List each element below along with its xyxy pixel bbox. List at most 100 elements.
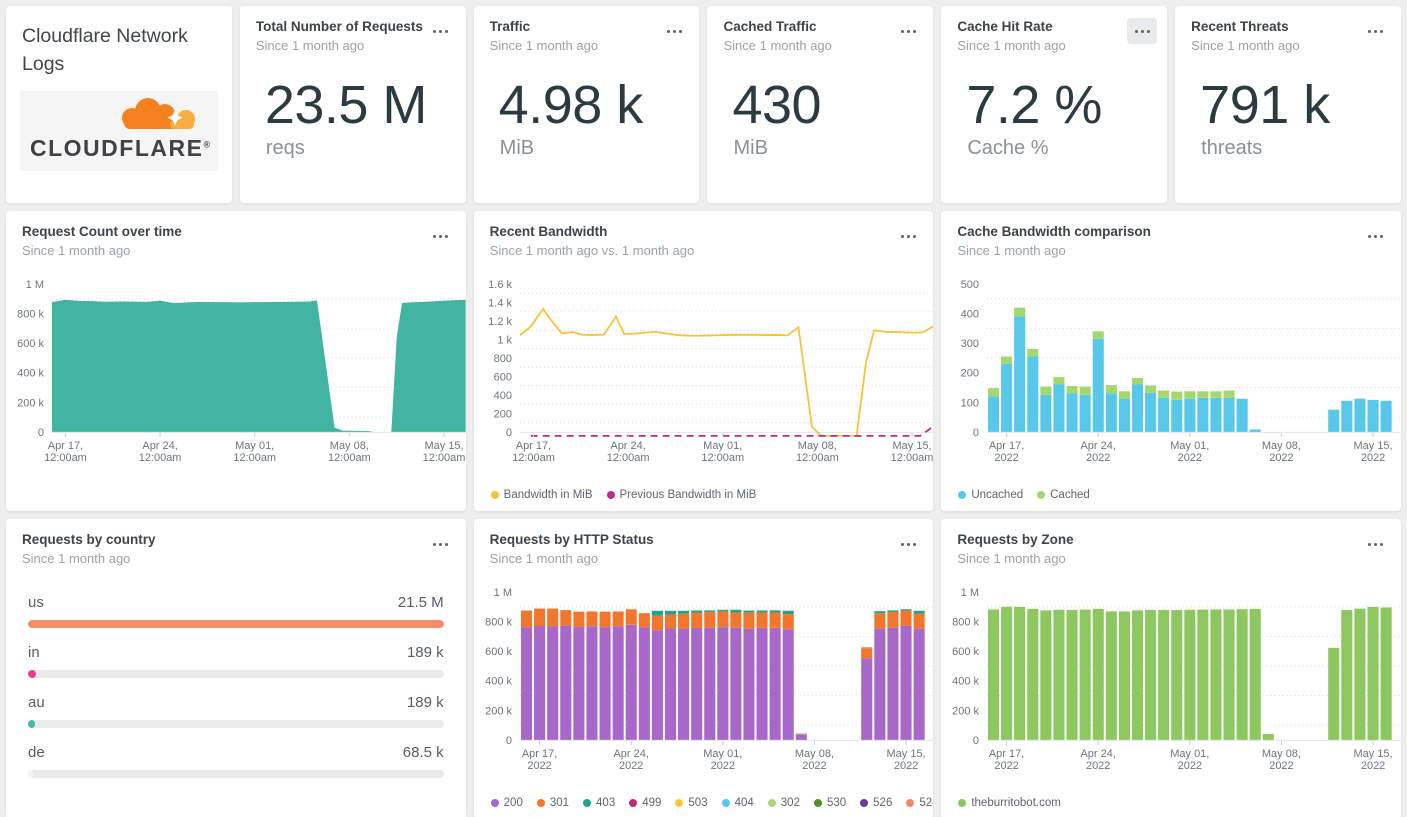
bar-segment-theburritobot.com xyxy=(1210,609,1222,740)
legend-dot xyxy=(1037,491,1046,499)
legend-item-Previous Bandwidth in MiB[interactable]: Previous Bandwidth in MiB xyxy=(606,489,756,501)
metric-value: 430 xyxy=(732,75,822,135)
country-row-header: au 189 k xyxy=(28,694,444,711)
bar-segment-301 xyxy=(533,608,545,627)
y-axis-label: 0 xyxy=(973,735,979,747)
panel-recent-threats: Recent Threats Since 1 month ago 791 k t… xyxy=(1175,6,1401,203)
legend-item-301[interactable]: 301 xyxy=(536,797,569,809)
legend-item-Uncached[interactable]: Uncached xyxy=(958,489,1023,501)
bar-segment-403 xyxy=(690,610,702,613)
panel-menu-button[interactable] xyxy=(893,223,923,249)
country-bar-fill xyxy=(28,620,444,628)
panel-cache-bandwidth-comparison: Cache Bandwidth comparison Since 1 month… xyxy=(941,211,1401,511)
x-axis-label: 2022 xyxy=(802,760,826,772)
bar-segment-theburritobot.com xyxy=(988,609,1000,740)
metric-value: 23.5 M xyxy=(264,75,428,135)
panel-requests-by-http-status: Requests by HTTP Status Since 1 month ag… xyxy=(473,519,934,817)
bar-segment-301 xyxy=(913,613,925,629)
legend-item-403[interactable]: 403 xyxy=(583,797,615,809)
panel-menu-button[interactable] xyxy=(426,18,456,44)
bar-segment-Cached xyxy=(1001,356,1013,364)
bar-segment-200 xyxy=(612,626,624,740)
bar-segment-301 xyxy=(703,611,715,628)
bar-segment-403 xyxy=(651,610,663,616)
bar-segment-theburritobot.com xyxy=(1119,611,1131,740)
country-value: 68.5 k xyxy=(402,744,444,761)
legend-item-499[interactable]: 499 xyxy=(629,797,661,809)
bar-segment-200 xyxy=(756,627,768,740)
panel-menu-button[interactable] xyxy=(1361,223,1391,249)
bar-segment-theburritobot.com xyxy=(1093,608,1105,740)
y-axis-label: 600 xyxy=(493,371,511,383)
legend-item-theburritobot.com[interactable]: theburritobot.com xyxy=(958,797,1061,809)
y-axis-label: 0 xyxy=(973,427,979,439)
bar-segment-Uncached xyxy=(1066,393,1078,432)
bar-segment-200 xyxy=(546,626,558,740)
ellipsis-icon xyxy=(1134,29,1150,33)
legend-item-404[interactable]: 404 xyxy=(721,797,754,809)
legend-item-302[interactable]: 302 xyxy=(767,797,800,809)
legend-item-Cached[interactable]: Cached xyxy=(1037,489,1090,501)
bar-segment-theburritobot.com xyxy=(1145,609,1157,740)
country-label: au xyxy=(28,694,45,711)
bar-segment-403 xyxy=(769,610,781,613)
panel-menu-button[interactable] xyxy=(1127,18,1158,44)
legend-label: 526 xyxy=(873,797,893,809)
bar-segment-other xyxy=(860,647,872,649)
x-axis-label: Apr 24, xyxy=(613,748,648,760)
legend-item-530[interactable]: 530 xyxy=(813,797,846,809)
bar-segment-Uncached xyxy=(1093,338,1105,432)
bar-segment-theburritobot.com xyxy=(1171,610,1183,740)
x-axis-label: 12:00am xyxy=(328,452,371,464)
legend-item-200[interactable]: 200 xyxy=(490,797,523,809)
bar-segment-200 xyxy=(782,629,794,740)
y-axis-label: 400 xyxy=(493,390,511,402)
bar-segment-403 xyxy=(782,610,794,615)
bar-segment-403 xyxy=(887,610,899,612)
bar-segment-301 xyxy=(546,608,558,627)
panel-menu-button[interactable] xyxy=(426,223,456,249)
panel-menu-button[interactable] xyxy=(893,18,923,44)
legend-dot xyxy=(860,799,869,807)
bar-segment-Uncached xyxy=(1027,356,1039,432)
x-axis-label: May 08, xyxy=(330,440,369,452)
panel-requests-by-zone: Requests by Zone Since 1 month ago 0 200 … xyxy=(941,519,1401,817)
panel-menu-button[interactable] xyxy=(893,531,923,557)
panel-menu-button[interactable] xyxy=(1361,531,1391,557)
bar-segment-Uncached xyxy=(1236,398,1248,432)
bar-segment-Cached xyxy=(1184,391,1196,399)
bar-segment-Uncached xyxy=(1249,429,1262,432)
panel-menu-button[interactable] xyxy=(659,18,689,44)
legend-item-526[interactable]: 526 xyxy=(860,797,892,809)
panel-subtitle: Since 1 month ago xyxy=(957,38,1066,53)
bar-segment-200 xyxy=(860,658,872,740)
bar-segment-Uncached xyxy=(1079,394,1092,432)
bar-segment-301 xyxy=(756,612,768,628)
country-label: us xyxy=(28,594,44,611)
bar-segment-Uncached xyxy=(1132,384,1144,432)
x-axis-label: May 08, xyxy=(797,440,836,452)
y-axis-label: 200 k xyxy=(17,397,44,409)
panel-menu-button[interactable] xyxy=(1361,18,1391,44)
panel-subtitle: Since 1 month ago xyxy=(22,243,131,258)
country-row-au: au 189 k xyxy=(28,694,444,728)
bar-segment-301 xyxy=(860,648,872,659)
legend-item-524[interactable]: 524 xyxy=(906,797,933,809)
legend-item-Bandwidth in MiB[interactable]: Bandwidth in MiB xyxy=(490,489,593,501)
panel-subtitle: Since 1 month ago xyxy=(489,38,599,53)
bar-segment-theburritobot.com xyxy=(1367,606,1379,740)
bar-segment-Cached xyxy=(988,388,1000,397)
legend-item-503[interactable]: 503 xyxy=(675,797,708,809)
y-axis-label: 1.2 k xyxy=(488,316,512,328)
legend-label: 524 xyxy=(919,797,933,809)
bar-segment-Cached xyxy=(1093,331,1105,339)
legend-label: Cached xyxy=(1050,489,1090,501)
x-axis-label: May 08, xyxy=(1262,748,1301,760)
panel-cache-hit-rate: Cache Hit Rate Since 1 month ago 7.2 % C… xyxy=(941,6,1168,203)
panel-menu-button[interactable] xyxy=(426,531,456,557)
